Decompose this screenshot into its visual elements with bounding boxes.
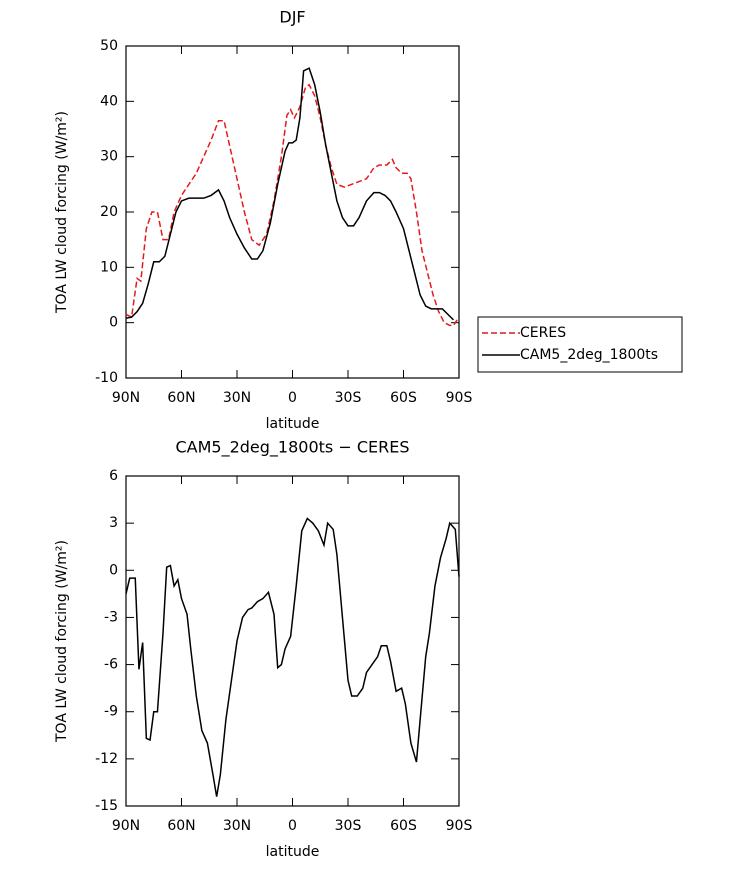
y-tick-label: 0 [109, 315, 118, 331]
y-tick-label: -9 [104, 704, 118, 720]
legend-label: CAM5_2deg_1800ts [520, 347, 658, 363]
y-tick-label: 0 [109, 562, 118, 578]
y-axis-label: TOA LW cloud forcing (W/m²) [54, 540, 70, 743]
y-tick-label: 6 [109, 468, 118, 484]
x-axis-label: latitude [266, 844, 320, 860]
x-tick-label: 30S [335, 390, 362, 406]
x-tick-label: 90N [112, 390, 140, 406]
plot-frame [125, 475, 460, 807]
data-line [125, 83, 458, 327]
x-tick-label: 90S [446, 390, 473, 406]
x-axis-label: latitude [266, 416, 320, 432]
x-tick-label: 0 [288, 818, 297, 834]
x-tick-label: 60S [390, 818, 417, 834]
y-tick-label: -3 [104, 609, 118, 625]
chart-title: CAM5_2deg_1800ts − CERES [175, 438, 409, 458]
chart-title: DJF [279, 8, 305, 27]
y-tick-label: -6 [104, 657, 118, 673]
x-tick-label: 30N [223, 818, 251, 834]
y-tick-label: 40 [100, 93, 118, 109]
x-tick-label: 90N [112, 818, 140, 834]
x-tick-label: 30S [335, 818, 362, 834]
y-tick-label: 50 [100, 38, 118, 54]
y-axis-label: TOA LW cloud forcing (W/m²) [54, 111, 70, 314]
y-tick-label: -15 [95, 798, 118, 814]
legend-label: CERES [520, 325, 566, 341]
data-line [125, 517, 460, 797]
y-tick-label: 10 [100, 259, 118, 275]
legend-box [477, 316, 683, 373]
y-tick-label: -12 [95, 751, 118, 767]
y-tick-label: 30 [100, 149, 118, 165]
x-tick-label: 60N [167, 818, 195, 834]
x-tick-label: 60N [167, 390, 195, 406]
y-tick-label: -10 [95, 370, 118, 386]
x-tick-label: 30N [223, 390, 251, 406]
x-tick-label: 90S [446, 818, 473, 834]
y-tick-label: 3 [109, 515, 118, 531]
data-line [125, 67, 454, 321]
x-tick-label: 60S [390, 390, 417, 406]
y-tick-label: 20 [100, 204, 118, 220]
x-tick-label: 0 [288, 390, 297, 406]
